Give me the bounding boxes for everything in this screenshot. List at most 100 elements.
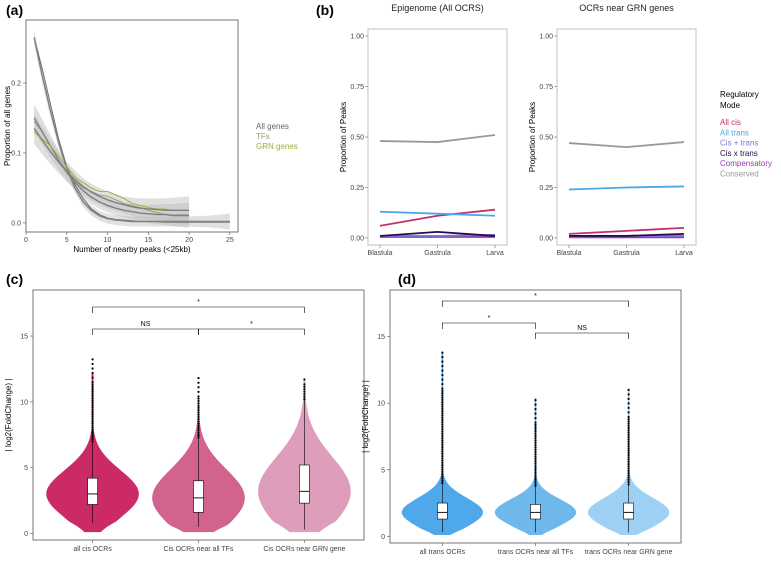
panel-b-line-0-5 [379,134,496,143]
panel-a-frame [25,19,239,233]
panel-d-outlier-point [441,463,444,467]
panel-d-xtick-label-0: all trans OCRs [420,549,466,556]
panel-c-ytick-label: 5 [24,465,28,472]
panel-d-outlier-point [534,430,537,433]
panel-c-outlier-point [91,428,94,432]
panel-c-outlier-point [91,385,94,388]
panel-c-outlier-point [91,437,94,441]
panel-b-ytick-label: 0.50 [350,135,364,142]
panel-d-outlier-point [627,429,630,432]
panel-d-trans-violins: 0 5 10 15 | log2(FoldChange) | all trans OCRs… [361,289,682,556]
panel-c-outlier-point [197,436,200,439]
panel-d-outlier-point [441,364,444,368]
panel-d-outlier-point [441,405,444,408]
panel-d-outlier-point [627,433,630,436]
panel-a-xtick-label: 15 [144,237,152,244]
panel-d-outlier-point [534,399,537,402]
panel-d-outlier-point [534,482,537,485]
panel-c-outlier-point [91,410,94,413]
panel-c-outlier-point [197,427,200,430]
panel-c-outlier-point [197,433,200,437]
panel-c-outlier-point [197,418,200,421]
panel-d-outlier-point [627,447,630,450]
panel-a-xtick-label: 5 [65,237,69,244]
panel-d-outlier-point [627,440,630,443]
panel-c-outlier-point [91,390,94,393]
panel-b-line-1-5 [568,141,685,148]
panel-d-outlier-point [534,441,537,445]
panel-a-ytick-label: 0.0 [11,220,21,227]
panel-d-outlier-point [627,415,630,418]
panel-b-line-1-2 [569,232,685,237]
panel-d-outlier-point [441,416,444,419]
panel-d-outlier-point [627,418,630,421]
panel-c-outlier-point [91,392,94,395]
panel-d-outlier-point [627,393,630,396]
panel-c-outlier-point [91,417,94,420]
panel-c-ytick-label: 10 [20,399,28,406]
panel-d-xtick-label-2: trans OCRs near GRN gene [585,549,673,556]
panel-d-outlier-point [627,454,630,457]
panel-d-outlier-point [534,484,537,487]
panel-d-outlier-point [441,423,444,426]
panel-b-y-axis-title-1: Proportion of Peaks [528,102,537,172]
panel-d-outlier-point [627,406,630,409]
panel-c-outlier-point [303,385,306,388]
panel-a-legend-2: GRN genes [256,142,298,151]
panel-d-outlier-point [441,369,444,372]
panel-c-significance-label-0: NS [141,321,151,328]
panel-d-outlier-point [441,391,444,395]
panel-b-legend-title-line: Regulatory [720,90,759,99]
panel-c-outlier-point [197,390,200,393]
panel-d-outlier-point [441,448,444,451]
panel-c-outlier-point [91,408,94,411]
panel-c-outlier-point [197,424,200,428]
panel-b-line-1-3 [568,226,685,235]
panel-a-xtick-label: 25 [226,237,234,244]
panel-b-xtick-label: Larva [486,250,504,257]
panel-d-outlier-point [441,403,444,406]
panel-d-outlier-point [441,439,444,442]
panel-a-raw-line-2 [33,131,190,211]
panel-d-outlier-point [441,355,444,359]
panel-c-outlier-point [91,381,94,384]
panel-c-outlier-point [197,431,200,434]
panel-d-outlier-point [534,426,537,429]
panel-d-outlier-point [441,430,444,433]
panel-d-outlier-point [534,464,537,467]
panel-b-ytick-label: 1.00 [350,34,364,41]
panel-d-outlier-point [627,458,630,461]
panel-d-box-1 [530,504,541,520]
panel-d-outlier-point [534,423,537,426]
panel-b-ytick-label: 0.00 [539,235,553,242]
panel-d-outlier-point [627,465,630,468]
panel-d-outlier-point [534,457,537,460]
panel-a-smooth-line-0 [33,37,230,223]
panel-c-box-2 [299,464,310,504]
panel-b-legend-0: All cis [720,118,741,127]
panel-d-outlier-point [627,424,630,427]
panel-d-outlier-point [441,459,444,462]
panel-d-outlier-point [441,394,444,397]
panel-d-outlier-point [441,407,444,410]
panel-b-facet-title-0: Epigenome (All OCRS) [391,3,484,13]
panel-c-outlier-point [91,440,94,443]
panel-d-y-axis-title: | log2(FoldChange) | [361,380,370,453]
panel-d-label: (d) [398,271,416,287]
panel-d-outlier-point [534,408,537,411]
panel-c-ytick-label: 0 [24,531,28,538]
panel-d-outlier-point [441,457,444,460]
panel-d-outlier-point [534,466,537,469]
panel-b-frame-1 [556,28,697,246]
panel-a-xtick-label: 10 [104,237,112,244]
panel-b-legend-1: All trans [720,128,749,137]
panel-d-outlier-point [627,436,630,439]
panel-d-outlier-point [441,470,444,473]
panel-d-outlier-point [441,421,444,424]
panel-b-regulatory-modes: Epigenome (All OCRS) 0.00 0.25 0.50 0.75 1.00… [339,3,772,257]
panel-d-outlier-point [534,437,537,440]
panel-d-outlier-point [441,432,444,435]
panel-d-ytick-label: 0 [381,534,385,541]
panel-a-label: (a) [6,2,23,18]
panel-d-ytick-label: 10 [377,401,385,408]
